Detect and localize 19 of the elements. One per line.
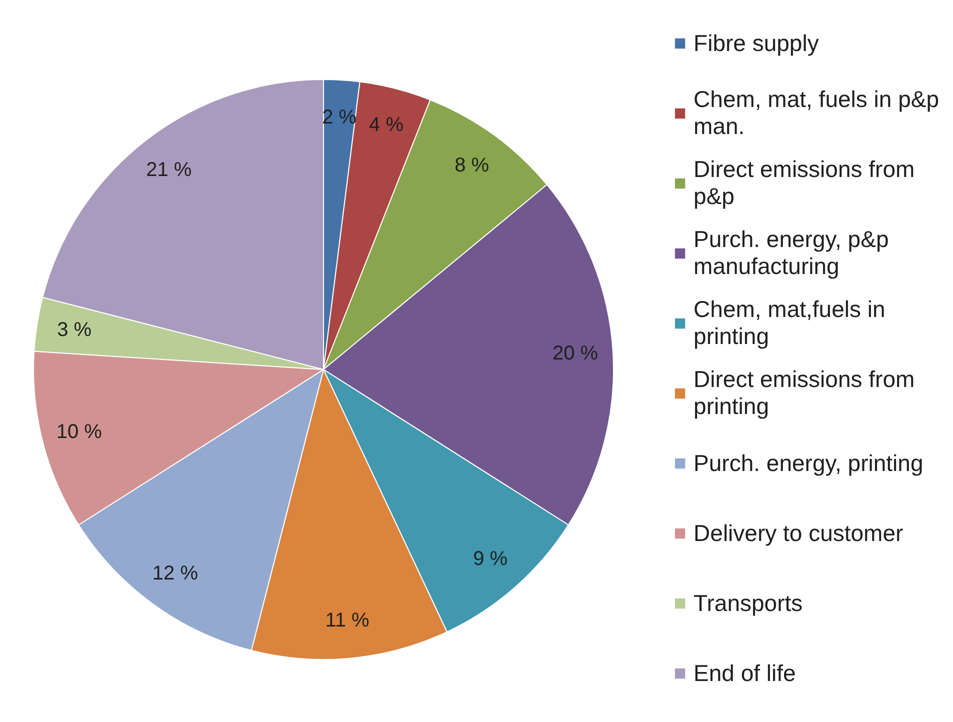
legend-label: Transports	[694, 588, 803, 618]
data-label: 20 %	[552, 342, 598, 365]
legend-label: Chem, mat,fuels in printing	[694, 295, 886, 351]
legend-label: Direct emissions from p&p	[694, 155, 915, 211]
legend-label: Delivery to customer	[694, 518, 904, 548]
data-label: 4 %	[369, 114, 404, 136]
data-label: 12 %	[152, 562, 198, 585]
legend-label: End of life	[694, 658, 796, 688]
data-label: 10 %	[56, 421, 102, 444]
legend-label: Purch. energy, p&p manufacturing	[694, 225, 889, 281]
data-label: 11 %	[325, 610, 370, 632]
legend-label: Chem, mat, fuels in p&p man.	[694, 85, 939, 141]
data-label: 8 %	[454, 154, 490, 176]
legend-label: Fibre supply	[694, 28, 819, 58]
data-label: 3 %	[57, 319, 92, 342]
legend-label: Direct emissions from printing	[694, 365, 915, 421]
data-label: 21 %	[146, 159, 192, 182]
legend-label: Purch. energy, printing	[694, 448, 924, 478]
data-label: 9 %	[473, 548, 508, 570]
